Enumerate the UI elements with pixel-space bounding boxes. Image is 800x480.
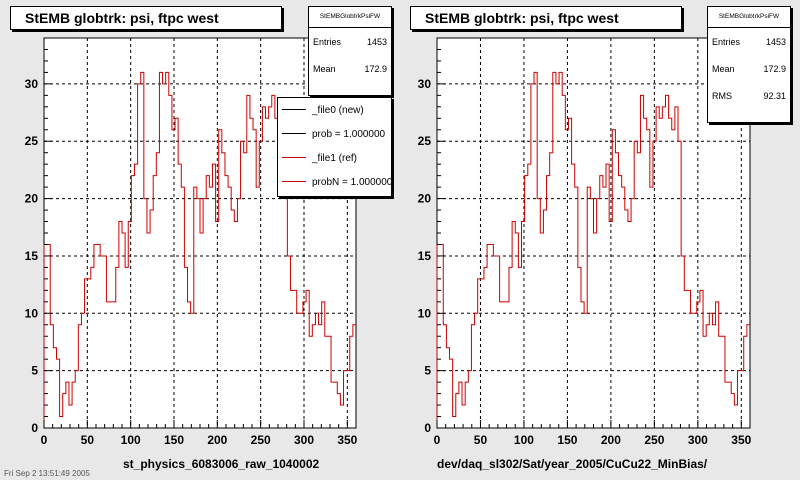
legend-label: _file0 (new) (312, 104, 364, 116)
y-tick-label: 20 (25, 192, 39, 206)
legend-label: probN = 1.000000 (312, 176, 392, 188)
x-tick-label: 50 (81, 433, 95, 447)
x-tick-label: 0 (41, 433, 48, 447)
legend-entry: _file0 (new) (278, 98, 391, 122)
x-tick-label: 300 (688, 433, 708, 447)
legend-line (282, 109, 306, 110)
legend-line (282, 133, 306, 134)
y-tick-label: 25 (418, 134, 432, 148)
right-stats-name: StEMBGlobtrkPsiFW (708, 7, 790, 28)
x-tick-label: 100 (514, 433, 534, 447)
left-stats-mean-row: Mean 172.9 (309, 55, 391, 82)
right-stats-rms-value: 92.31 (763, 90, 786, 101)
x-tick-label: 150 (557, 433, 577, 447)
y-tick-label: 0 (424, 421, 431, 435)
y-tick-label: 20 (418, 192, 432, 206)
x-tick-label: 350 (731, 433, 751, 447)
left-x-label: st_physics_6083006_raw_1040002 (123, 457, 320, 471)
right-stats-entries-value: 1453 (765, 36, 786, 47)
legend-entry: prob = 1.000000 (278, 122, 391, 146)
histogram-line (436, 71, 750, 428)
x-tick-label: 250 (251, 433, 271, 447)
right-stats-mean-row: Mean 172.9 (708, 55, 790, 82)
left-stats-entries-value: 1453 (366, 36, 387, 47)
left-legend: _file0 (new) prob = 1.000000 _file1 (ref… (277, 97, 392, 197)
x-tick-label: 350 (337, 433, 357, 447)
legend-label: prob = 1.000000 (312, 128, 386, 140)
left-stats-mean-label: Mean (313, 63, 336, 74)
right-title-box: StEMB globtrk: psi, ftpc west (410, 6, 682, 30)
left-stats-name: StEMBGlobtrkPsiFW (309, 7, 391, 28)
y-tick-label: 25 (25, 134, 39, 148)
x-tick-label: 50 (474, 433, 488, 447)
timestamp: Fri Sep 2 13:51:49 2005 (4, 469, 90, 478)
y-tick-label: 15 (418, 249, 432, 263)
y-tick-label: 5 (31, 364, 38, 378)
x-tick-label: 100 (121, 433, 141, 447)
left-stats-entries-label: Entries (313, 36, 342, 47)
x-tick-label: 250 (644, 433, 664, 447)
x-tick-label: 200 (207, 433, 227, 447)
right-stats-mean-label: Mean (712, 63, 735, 74)
legend-label: _file1 (ref) (312, 152, 358, 164)
legend-line (282, 181, 306, 182)
right-stats-entries-label: Entries (712, 36, 741, 47)
y-tick-label: 30 (25, 77, 39, 91)
right-stats-mean-value: 172.9 (763, 63, 786, 74)
left-stats-mean-value: 172.9 (364, 63, 387, 74)
left-stats-entries-row: Entries 1453 (309, 28, 391, 55)
right-stats-box: StEMBGlobtrkPsiFW Entries 1453 Mean 172.… (707, 6, 791, 123)
right-stats-entries-row: Entries 1453 (708, 28, 790, 55)
x-tick-label: 0 (434, 433, 441, 447)
legend-entry: probN = 1.000000 (278, 170, 391, 194)
x-tick-label: 300 (294, 433, 314, 447)
x-tick-label: 150 (164, 433, 184, 447)
right-stats-rms-label: RMS (712, 90, 732, 101)
legend-line (282, 157, 306, 158)
y-tick-label: 15 (25, 249, 39, 263)
left-title: StEMB globtrk: psi, ftpc west (25, 10, 219, 26)
y-tick-label: 10 (25, 306, 39, 320)
legend-entry: _file1 (ref) (278, 146, 391, 170)
right-x-label: dev/daq_sl302/Sat/year_2005/CuCu22_MinBi… (437, 457, 708, 471)
left-stats-box: StEMBGlobtrkPsiFW Entries 1453 Mean 172.… (308, 6, 392, 96)
histogram-line (43, 71, 356, 428)
y-tick-label: 30 (418, 77, 432, 91)
right-title: StEMB globtrk: psi, ftpc west (425, 10, 619, 26)
x-tick-label: 200 (601, 433, 621, 447)
left-title-box: StEMB globtrk: psi, ftpc west (10, 6, 282, 30)
y-tick-label: 10 (418, 306, 432, 320)
y-tick-label: 5 (424, 364, 431, 378)
y-tick-label: 0 (31, 421, 38, 435)
right-stats-rms-row: RMS 92.31 (708, 82, 790, 109)
